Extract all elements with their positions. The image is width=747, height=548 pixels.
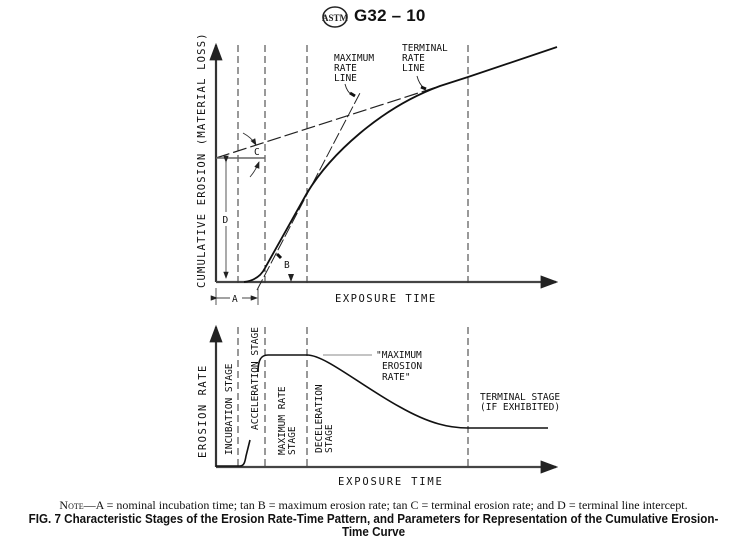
erosion-rate-chart: "MAXIMUM EROSION RATE" INCUBATION STAGE … <box>197 324 566 488</box>
erosion-rate-curve-main <box>257 354 548 429</box>
figure-title: FIG. 7 Characteristic Stages of the Eros… <box>28 512 719 539</box>
label-B: B <box>284 260 290 271</box>
stage-acceleration: ACCELERATION STAGE <box>250 327 261 430</box>
max-rate-line-label: MAXIMUM RATE LINE <box>334 53 380 84</box>
note-prefix: Note <box>59 498 84 512</box>
cumulative-erosion-curve <box>243 46 558 283</box>
max-erosion-rate-label: "MAXIMUM EROSION RATE" <box>376 350 428 383</box>
x-axis-label: EXPOSURE TIME <box>335 293 437 305</box>
y-axis-label: CUMULATIVE EROSION (MATERIAL LOSS) <box>196 32 208 288</box>
label-D: D <box>223 215 229 226</box>
stage-incubation: INCUBATION STAGE <box>224 363 235 455</box>
label-C: C <box>254 147 260 158</box>
stage-deceleration: DECELERATION STAGE <box>314 379 335 453</box>
astm-logo-icon: ASTM <box>322 6 348 28</box>
note-text: —A = nominal incubation time; tan B = ma… <box>83 498 688 512</box>
terminal-rate-line <box>215 85 441 159</box>
y-axis-label: EROSION RATE <box>197 364 209 458</box>
label-A: A <box>232 294 238 305</box>
x-axis-label: EXPOSURE TIME <box>338 476 444 488</box>
figure-note: Note—A = nominal incubation time; tan B … <box>0 498 747 513</box>
stage-boundaries <box>237 327 469 470</box>
erosion-rate-curve-incubation <box>216 439 251 467</box>
stage-maximum-rate: MAXIMUM RATE STAGE <box>277 381 298 455</box>
cumulative-erosion-chart: D C B A MAXIMUM RATE LINE TERMINAL RATE … <box>196 32 559 305</box>
document-header: ASTM G32 – 10 <box>0 4 747 30</box>
stage-boundaries <box>237 45 469 285</box>
document-id: G32 – 10 <box>354 6 426 25</box>
terminal-rate-line-label: TERMINAL RATE LINE <box>402 43 454 74</box>
svg-text:ASTM: ASTM <box>322 13 348 23</box>
stage-terminal: TERMINAL STAGE (IF EXHIBITED) <box>480 392 566 413</box>
